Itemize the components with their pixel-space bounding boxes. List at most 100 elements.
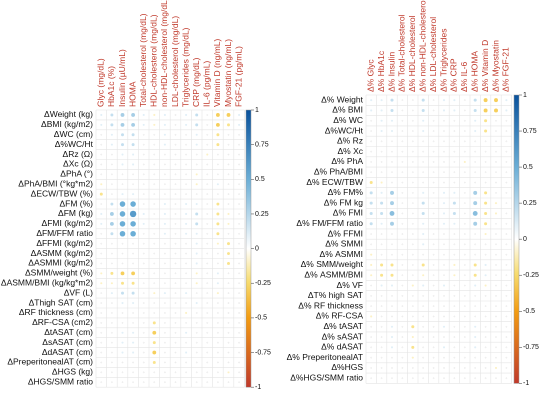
correlation-dot [453, 191, 456, 194]
correlation-dot [505, 181, 508, 184]
correlation-dot [443, 356, 445, 359]
correlation-dot [495, 325, 497, 328]
correlation-dot [442, 202, 446, 205]
row-label: Δ% Weight [321, 94, 364, 104]
correlation-dot [217, 371, 219, 374]
correlation-dot [216, 272, 219, 275]
correlation-dot [121, 193, 124, 196]
correlation-dot [380, 284, 383, 287]
correlation-dot [227, 312, 230, 314]
correlation-dot [421, 263, 425, 267]
correlation-dot [421, 98, 425, 102]
correlation-dot [227, 173, 230, 176]
correlation-dot [474, 181, 477, 184]
correlation-dot [100, 212, 103, 215]
correlation-dot [411, 335, 414, 339]
row-label: ΔRz (Ω) [63, 149, 94, 159]
correlation-dot [453, 253, 456, 256]
correlation-dot [217, 381, 219, 384]
correlation-dot [380, 191, 383, 194]
correlation-dot [163, 222, 166, 225]
correlation-dot [370, 295, 373, 297]
row-label: ΔRF thickness (cm) [19, 307, 93, 317]
correlation-dot [463, 346, 466, 349]
correlation-dot [401, 99, 404, 101]
correlation-dot [121, 133, 124, 137]
correlation-dot [163, 143, 166, 146]
correlation-dot [215, 122, 220, 127]
correlation-dot [422, 274, 425, 277]
correlation-dot [369, 181, 373, 185]
correlation-dot [505, 99, 508, 102]
correlation-dot [110, 133, 113, 136]
correlation-dot [474, 367, 477, 369]
row-label: ΔFM (%) [59, 198, 93, 208]
correlation-dot [227, 292, 230, 294]
correlation-dot [495, 181, 497, 184]
correlation-dot [432, 295, 435, 297]
correlation-dot [185, 282, 187, 285]
correlation-dot [453, 161, 456, 163]
correlation-dot [443, 119, 445, 122]
correlation-dot [505, 171, 508, 174]
correlation-dot [121, 262, 124, 265]
correlation-dot [401, 171, 404, 174]
correlation-dot [370, 161, 373, 163]
correlation-dot [401, 367, 404, 369]
correlation-dot [473, 190, 478, 195]
correlation-dot [130, 221, 136, 227]
correlation-dot [217, 262, 219, 265]
correlation-dot [463, 202, 466, 204]
correlation-dot [153, 242, 156, 245]
correlation-dot [463, 99, 466, 101]
correlation-dot [153, 371, 156, 374]
correlation-dot [484, 171, 487, 174]
correlation-dot [453, 233, 456, 235]
correlation-dot [216, 232, 220, 236]
correlation-dot [484, 377, 487, 380]
correlation-dot [142, 381, 145, 384]
row-label: Δ% PhA [331, 156, 363, 166]
correlation-dot [238, 312, 240, 314]
correlation-dot [411, 181, 414, 184]
correlation-dot [206, 173, 209, 176]
correlation-dot [495, 274, 497, 277]
correlation-dot [121, 163, 124, 166]
correlation-dot [474, 346, 477, 349]
colorbar-tick-label: 1 [255, 107, 259, 114]
correlation-dot [495, 233, 497, 235]
correlation-dot [121, 252, 124, 255]
correlation-dot [422, 253, 425, 256]
correlation-dot [390, 273, 394, 277]
correlation-dot [142, 272, 145, 275]
correlation-dot [185, 292, 188, 295]
correlation-dot [370, 325, 373, 328]
correlation-dot [238, 143, 240, 146]
correlation-dot [227, 331, 230, 334]
correlation-dot [495, 377, 497, 380]
correlation-dot [474, 356, 477, 359]
correlation-dot [206, 351, 209, 354]
correlation-dot [121, 361, 124, 364]
correlation-dot [142, 203, 145, 205]
correlation-dot [216, 202, 220, 206]
correlation-dot [132, 153, 135, 156]
correlation-dot [432, 181, 435, 184]
correlation-dot [216, 222, 220, 226]
correlation-dot [164, 242, 166, 245]
correlation-dot [216, 183, 219, 186]
correlation-dot [505, 284, 508, 287]
correlation-dot [401, 295, 404, 297]
correlation-dot [100, 242, 103, 245]
correlation-dot [100, 123, 103, 126]
correlation-dot [185, 193, 187, 195]
correlation-dot [370, 377, 373, 380]
correlation-dot [380, 273, 384, 277]
correlation-dot [401, 253, 404, 256]
row-label: ΔFM/FFM ratio [36, 228, 93, 238]
correlation-dot [443, 367, 445, 369]
correlation-dot [174, 282, 177, 285]
correlation-dot [195, 361, 198, 364]
corrplot-panel: Glyc (mg/dL) HbA1c (%) Insulin (µU/mL) HOMA… [1, 0, 271, 391]
correlation-dot [484, 181, 487, 184]
